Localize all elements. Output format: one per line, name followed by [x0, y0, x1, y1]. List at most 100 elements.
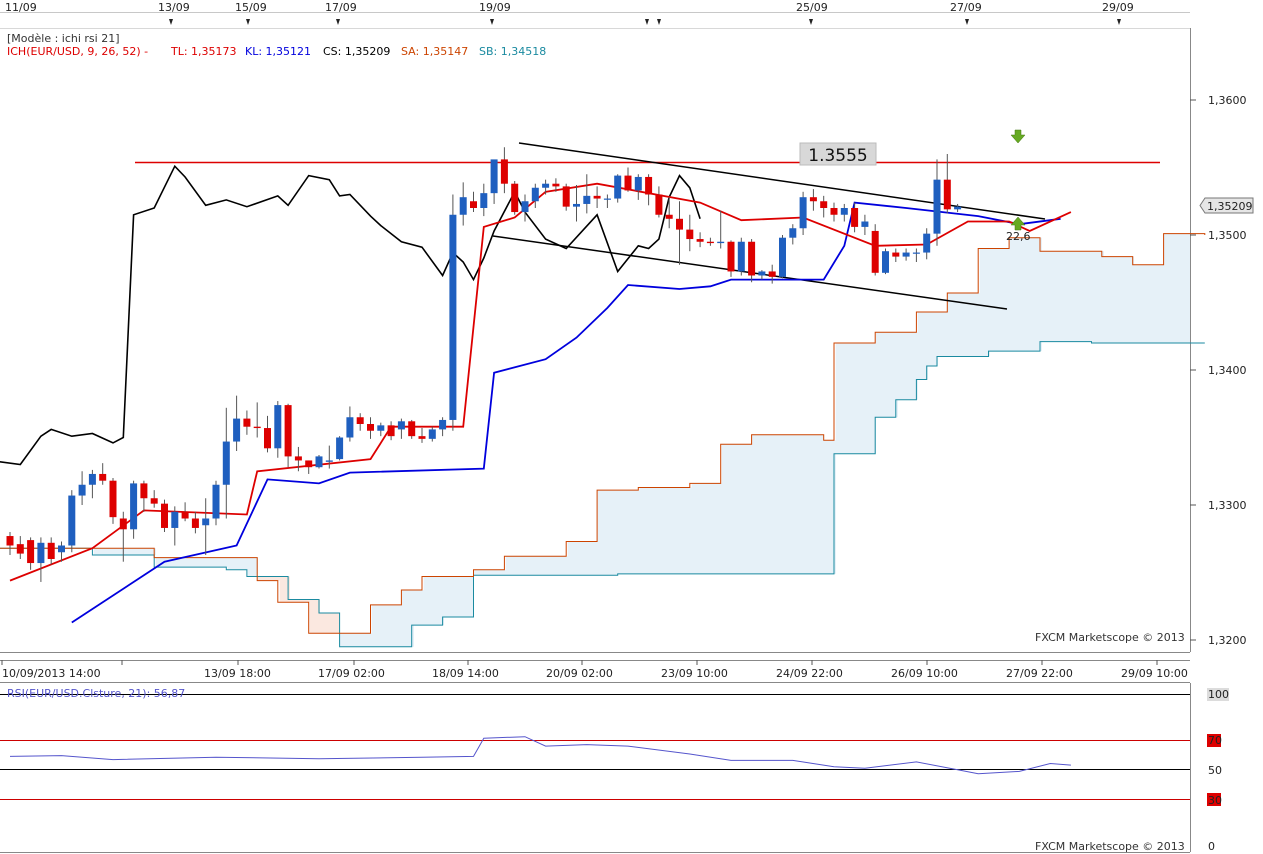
cloud-segment [1051, 251, 1054, 342]
cloud-segment [281, 576, 284, 603]
candle [624, 167, 632, 192]
cloud-segment [509, 556, 512, 576]
cloud-segment [327, 613, 330, 634]
cloud-segment [119, 548, 122, 555]
cloud-segment [425, 576, 428, 626]
candle-body [356, 417, 364, 424]
cloud-segment [1113, 256, 1116, 343]
resistance-level-label: 1.3555 [808, 146, 867, 166]
candle-body [470, 201, 477, 208]
cloud-segment [611, 490, 614, 576]
cloud-segment [357, 633, 360, 647]
cloud-segment [1001, 248, 1004, 352]
cloud-segment [221, 557, 224, 568]
cloud-segment [563, 556, 566, 576]
cloud-segment [231, 557, 234, 570]
candle [727, 240, 735, 277]
candle-body [191, 518, 199, 528]
candle-body [634, 176, 642, 191]
cloud-segment [849, 343, 852, 454]
candle [119, 511, 127, 562]
buy-signal-arrow-icon [1010, 216, 1026, 231]
cloud-segment [709, 483, 712, 574]
cloud-segment [515, 556, 518, 576]
cloud-segment [1049, 251, 1052, 342]
cloud-segment [965, 293, 968, 357]
cloud-segment [863, 343, 866, 454]
cloud-segment [109, 548, 112, 555]
cloud-segment [823, 440, 826, 574]
cloud-segment [665, 487, 668, 574]
candle [88, 469, 96, 499]
candle [294, 446, 302, 472]
cloud-segment [577, 541, 580, 576]
candle [706, 237, 714, 246]
cloud-segment [223, 557, 226, 568]
cloud-segment [825, 440, 828, 574]
candle [78, 471, 86, 505]
time-axis-label: 27/09 22:00 [1006, 667, 1073, 680]
cloud-segment [341, 633, 344, 647]
cloud-segment [1041, 251, 1044, 342]
cloud-segment [115, 548, 118, 555]
cloud-segment [455, 576, 458, 618]
candle-body [840, 208, 848, 215]
cloud-segment [701, 483, 704, 574]
cloud-segment [197, 557, 200, 568]
cloud-segment [687, 487, 690, 574]
cloud-segment [869, 343, 872, 454]
cloud-segment [593, 541, 596, 576]
cloud-segment [1079, 251, 1082, 342]
cloud-segment [401, 590, 404, 647]
candle [665, 197, 673, 229]
cloud-segment [545, 556, 548, 576]
price-tick-label: 1,3300 [1208, 499, 1247, 512]
cloud-segment [451, 576, 454, 618]
cloud-segment [273, 576, 276, 581]
cloud-segment [241, 557, 244, 570]
cloud-segment [597, 490, 600, 576]
cloud-segment [111, 548, 114, 555]
cloud-segment [641, 487, 644, 574]
cloud-segment [809, 434, 812, 574]
cloud-segment [817, 434, 820, 574]
candle [521, 194, 529, 222]
candle-body [274, 405, 282, 449]
cloud-segment [759, 434, 762, 574]
cloud-segment [651, 487, 654, 574]
cloud-segment [659, 487, 662, 574]
cloud-segment [1093, 251, 1096, 343]
cloud-segment [1083, 251, 1086, 342]
candle-body [202, 518, 210, 526]
cloud-segment [95, 548, 98, 555]
cloud-segment [263, 576, 266, 581]
cloud-segment [147, 548, 150, 555]
cloud-segment [1015, 237, 1018, 352]
top-date-label: 25/09 [796, 1, 828, 14]
cloud-segment [835, 343, 838, 454]
candle [418, 428, 426, 443]
cloud-segment [187, 557, 190, 568]
cloud-segment [1103, 256, 1106, 343]
cloud-segment [1143, 264, 1146, 343]
cloud-segment [531, 556, 534, 576]
candle-body [779, 237, 786, 277]
cloud-segment [505, 556, 508, 576]
candle-body [68, 495, 76, 546]
cloud-segment [887, 332, 890, 418]
candle-body [614, 175, 622, 199]
candle [655, 186, 663, 218]
chikou-span-path [0, 164, 701, 466]
cloud-segment [461, 576, 464, 618]
cloud-segment [349, 633, 352, 647]
cloud-segment [785, 434, 788, 574]
session-marker-icon [246, 19, 250, 25]
cloud-segment [323, 613, 326, 634]
candle-body [171, 511, 179, 528]
candle-body [871, 230, 879, 273]
candle-body [27, 540, 35, 564]
candle [459, 182, 467, 226]
cloud-segment [739, 444, 742, 574]
cloud-segment [691, 483, 694, 574]
